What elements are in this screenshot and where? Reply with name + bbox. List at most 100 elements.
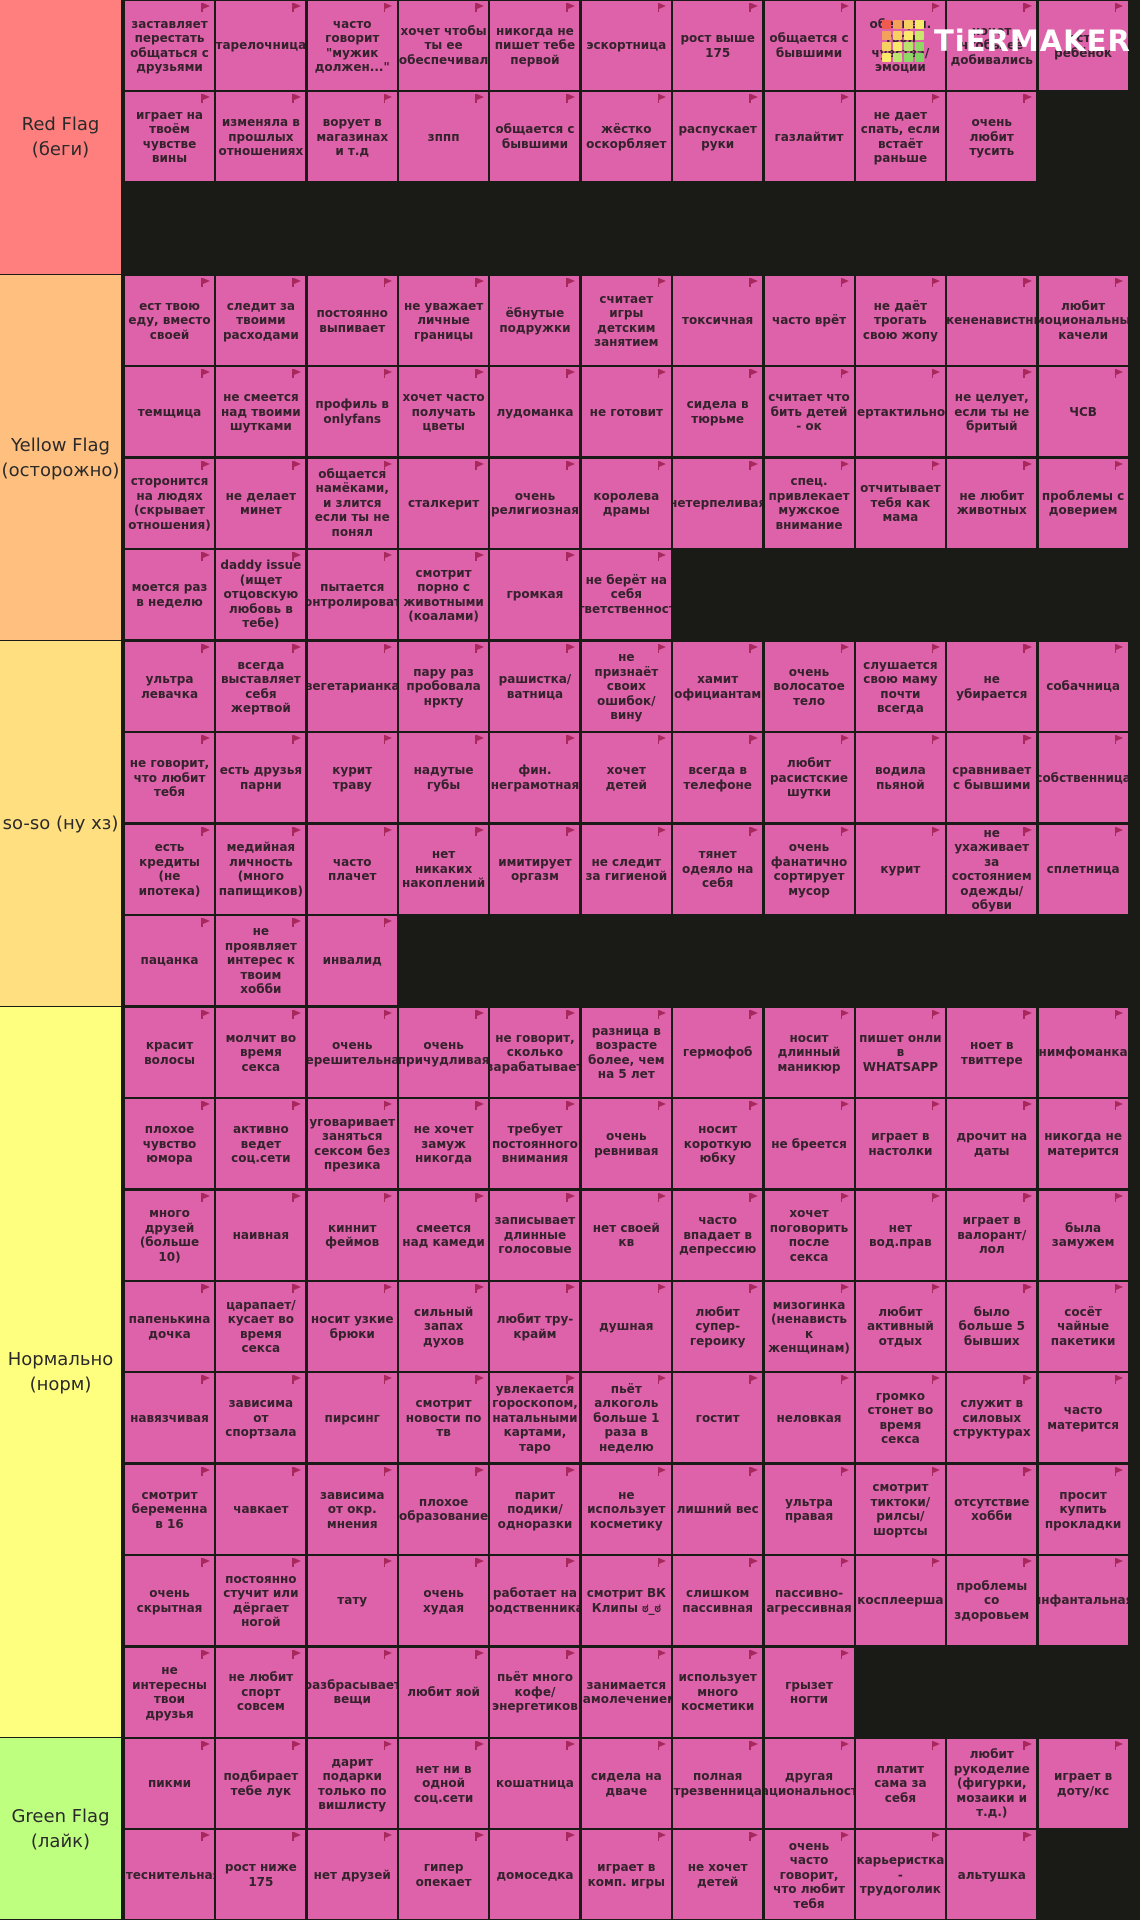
tier-item-card[interactable]: нет друзей xyxy=(307,1830,397,1920)
tier-item-card[interactable]: играет в комп. игры xyxy=(581,1830,671,1920)
tier-item-card[interactable]: часто говорит "мужик должен..." xyxy=(307,1,397,90)
tier-item-card[interactable]: гипер опекает xyxy=(399,1830,489,1920)
tier-item-card[interactable]: не интересны твои друзья xyxy=(125,1647,214,1737)
tier-item-card[interactable]: занимается самолечением xyxy=(581,1647,671,1737)
tier-item-card[interactable]: собачница xyxy=(1038,642,1128,731)
tier-item-card[interactable]: нет вод.прав xyxy=(855,1190,945,1280)
tier-item-card[interactable]: очень нерешительная xyxy=(307,1008,397,1097)
tier-item-card[interactable]: заставляет перестать общаться с друзьями xyxy=(125,1,214,90)
tier-item-card[interactable]: постоянно выпивает xyxy=(307,276,397,365)
tier-item-card[interactable]: зппп xyxy=(399,92,489,182)
tier-item-card[interactable]: сплетница xyxy=(1038,824,1128,914)
tier-item-card[interactable]: дарит подарки только по вишлисту xyxy=(307,1739,397,1828)
tier-item-card[interactable]: смеется над камеди xyxy=(399,1190,489,1280)
tier-item-card[interactable]: пьёт много кофе/ энергетиков xyxy=(490,1647,580,1737)
tier-item-card[interactable]: смотрит порно с животными (коалами) xyxy=(399,550,489,640)
tier-item-card[interactable]: записывает длинные голосовые xyxy=(490,1190,580,1280)
tier-item-card[interactable]: любит яой xyxy=(399,1647,489,1737)
tier-item-card[interactable]: лудоманка xyxy=(490,367,580,457)
tier-item-card[interactable]: ворует в магазинах и т.д xyxy=(307,92,397,182)
tier-item-card[interactable]: всегда в телефоне xyxy=(673,733,763,823)
tier-item-card[interactable]: носит длинный маникюр xyxy=(764,1008,854,1097)
tier-item-card[interactable]: хочет чтобы ты ее обеспечивал xyxy=(399,1,489,90)
tier-item-card[interactable]: слушается свою маму почти всегда xyxy=(855,642,945,731)
tier-item-card[interactable]: не убирается xyxy=(947,642,1037,731)
tier-item-card[interactable]: жёстко оскорбляет xyxy=(581,92,671,182)
tier-item-card[interactable]: неловкая xyxy=(764,1373,854,1463)
tier-item-card[interactable]: общается с бывшими xyxy=(764,1,854,90)
tier-item-card[interactable]: подбирает тебе лук xyxy=(216,1739,306,1828)
tier-item-card[interactable]: не смеется над твоими шутками xyxy=(216,367,306,457)
tier-item-card[interactable]: пишет онли в WHATSAPP xyxy=(855,1008,945,1097)
tier-item-card[interactable]: моется раз в неделю xyxy=(125,550,214,640)
tier-item-card[interactable]: хочет часто получать цветы xyxy=(399,367,489,457)
tier-item-card[interactable]: гипертактильность xyxy=(855,367,945,457)
tier-item-card[interactable]: требует постоянного внимания xyxy=(490,1099,580,1189)
tier-item-card[interactable]: домоседка xyxy=(490,1830,580,1920)
tier-item-card[interactable]: увлекается гороскопом, натальными картам… xyxy=(490,1373,580,1463)
tier-item-card[interactable]: хочет поговорить после секса xyxy=(764,1190,854,1280)
tier-item-card[interactable]: чавкает xyxy=(216,1464,306,1554)
tier-item-card[interactable]: не проявляет интерес к твоим хобби xyxy=(216,916,306,1006)
tier-item-card[interactable]: не говорит, сколько зарабатывает xyxy=(490,1008,580,1097)
tier-item-card[interactable]: пирсинг xyxy=(307,1373,397,1463)
tier-item-card[interactable]: изменяла в прошлых отношениях xyxy=(216,92,306,182)
tier-item-card[interactable]: ультра левачка xyxy=(125,642,214,731)
tier-item-card[interactable]: альтушка xyxy=(947,1830,1037,1920)
tier-item-card[interactable]: газлайтит xyxy=(764,92,854,182)
tier-item-card[interactable]: громкая xyxy=(490,550,580,640)
tier-item-card[interactable]: любит тру-крайм xyxy=(490,1282,580,1372)
tier-item-card[interactable]: любит активный отдых xyxy=(855,1282,945,1372)
tier-item-card[interactable]: грызет ногти xyxy=(764,1647,854,1737)
tier-item-card[interactable]: общается намёками, и злится если ты не п… xyxy=(307,458,397,548)
tier-item-card[interactable]: темщица xyxy=(125,367,214,457)
tier-item-card[interactable]: было больше 5 бывших xyxy=(947,1282,1037,1372)
tier-item-card[interactable]: любит расистские шутки xyxy=(764,733,854,823)
tier-item-card[interactable]: тарелочница xyxy=(216,1,306,90)
tier-item-card[interactable]: косплеерша xyxy=(855,1556,945,1646)
tier-item-card[interactable]: смотрит новости по тв xyxy=(399,1373,489,1463)
tier-item-card[interactable]: смотрит беременна в 16 xyxy=(125,1464,214,1554)
tier-item-card[interactable]: играет в доту/кс xyxy=(1038,1739,1128,1828)
tier-item-card[interactable]: очень фанатично сортирует мусор xyxy=(764,824,854,914)
tier-item-card[interactable]: очень религиозная xyxy=(490,458,580,548)
tier-item-card[interactable]: есть ребёнок xyxy=(1038,1,1128,90)
tier-item-card[interactable]: любит супер-героику xyxy=(673,1282,763,1372)
tier-item-card[interactable]: не целует, если ты не бритый xyxy=(947,367,1037,457)
tier-item-card[interactable]: токсичная xyxy=(673,276,763,365)
tier-item-card[interactable]: есть друзья парни xyxy=(216,733,306,823)
tier-item-card[interactable]: водила пьяной xyxy=(855,733,945,823)
tier-item-card[interactable]: лишний вес xyxy=(673,1464,763,1554)
tier-item-card[interactable]: пикми xyxy=(125,1739,214,1828)
tier-item-card[interactable]: не готовит xyxy=(581,367,671,457)
tier-item-card[interactable]: не дает спать, если встаёт раньше xyxy=(855,92,945,182)
tier-item-card[interactable]: не признаёт своих ошибок/ вину xyxy=(581,642,671,731)
tier-item-card[interactable]: громко стонет во время секса xyxy=(855,1373,945,1463)
tier-item-card[interactable]: сосёт чайные пакетики xyxy=(1038,1282,1128,1372)
tier-item-card[interactable]: очень причудливая xyxy=(399,1008,489,1097)
tier-item-card[interactable]: ест твою еду, вместо своей xyxy=(125,276,214,365)
tier-item-card[interactable]: не даёт трогать свою жопу xyxy=(855,276,945,365)
tier-item-card[interactable]: не следит за гигиеной xyxy=(581,824,671,914)
tier-item-card[interactable]: смотрит ВК Клипы ಠ_ಠ xyxy=(581,1556,671,1646)
tier-item-card[interactable]: постоянно стучит или дёргает ногой xyxy=(216,1556,306,1646)
tier-item-card[interactable]: не любит животных xyxy=(947,458,1037,548)
tier-item-card[interactable]: очень ревнивая xyxy=(581,1099,671,1189)
tier-item-card[interactable]: сторонится на людях (скрывает отношения) xyxy=(125,458,214,548)
tier-item-card[interactable]: тянет одеяло на себя xyxy=(673,824,763,914)
tier-item-card[interactable]: карьеристка - трудоголик xyxy=(855,1830,945,1920)
tier-item-card[interactable]: очень часто говорит, что любит тебя xyxy=(764,1830,854,1920)
tier-item-card[interactable]: гостит xyxy=(673,1373,763,1463)
tier-item-card[interactable]: зависима от спортзала xyxy=(216,1373,306,1463)
tier-item-card[interactable]: собственница xyxy=(1038,733,1128,823)
tier-item-card[interactable]: царапает/ кусает во время секса xyxy=(216,1282,306,1372)
tier-item-card[interactable]: нет своей кв xyxy=(581,1190,671,1280)
tier-item-card[interactable]: курит траву xyxy=(307,733,397,823)
tier-item-card[interactable]: не использует косметику xyxy=(581,1464,671,1554)
tier-item-card[interactable]: надутые губы xyxy=(399,733,489,823)
tier-item-card[interactable]: следит за твоими расходами xyxy=(216,276,306,365)
tier-item-card[interactable]: никогда не матерится xyxy=(1038,1099,1128,1189)
tier-item-card[interactable]: любит рукоделие (фигурки, мозаики и т.д.… xyxy=(947,1739,1037,1828)
tier-item-card[interactable]: нет ни в одной соц.сети xyxy=(399,1739,489,1828)
tier-item-card[interactable]: часто матерится xyxy=(1038,1373,1128,1463)
